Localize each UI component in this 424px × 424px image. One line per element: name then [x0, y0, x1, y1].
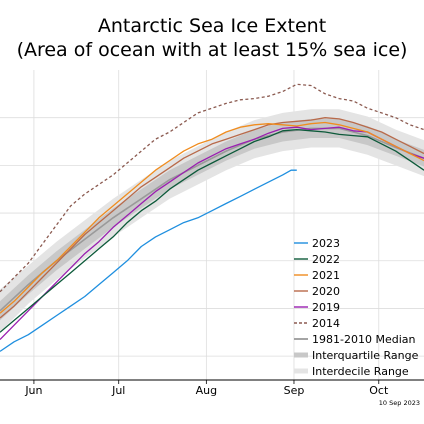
legend: 2023 2022 2021 2020 2019 2014 1981-2010 Median…	[294, 237, 419, 378]
x-tick-label: Sep	[284, 384, 305, 397]
series-line-2022	[0, 128, 424, 333]
legend-label: 1981-2010 Median	[312, 333, 415, 346]
legend-label: 2022	[312, 253, 340, 266]
plot-area: Jun Jul Aug Sep Oct	[0, 70, 424, 397]
x-tick-label: Jul	[111, 384, 125, 397]
legend-label: 2020	[312, 285, 340, 298]
legend-label: 2023	[312, 237, 340, 250]
series-line-2020	[0, 117, 424, 319]
chart-title: Antarctic Sea Ice Extent	[98, 15, 326, 37]
x-tick-label: Oct	[369, 384, 389, 397]
date-stamp: 10 Sep 2023	[379, 399, 420, 407]
legend-label: 2019	[312, 301, 340, 314]
series-line-2019	[0, 126, 424, 340]
legend-label: Interquartile Range	[312, 349, 419, 362]
legend-label: 2021	[312, 269, 340, 282]
x-tick-label: Jun	[24, 384, 42, 397]
chart-subtitle: (Area of ocean with at least 15% sea ice…	[17, 39, 408, 61]
legend-label: Interdecile Range	[312, 365, 409, 378]
median-line	[0, 127, 424, 312]
series-line-2023	[0, 169, 297, 352]
x-tick-label: Aug	[196, 384, 217, 397]
legend-label: 2014	[312, 317, 340, 330]
series-line-2021	[0, 121, 424, 314]
series-line-2014	[0, 83, 424, 293]
